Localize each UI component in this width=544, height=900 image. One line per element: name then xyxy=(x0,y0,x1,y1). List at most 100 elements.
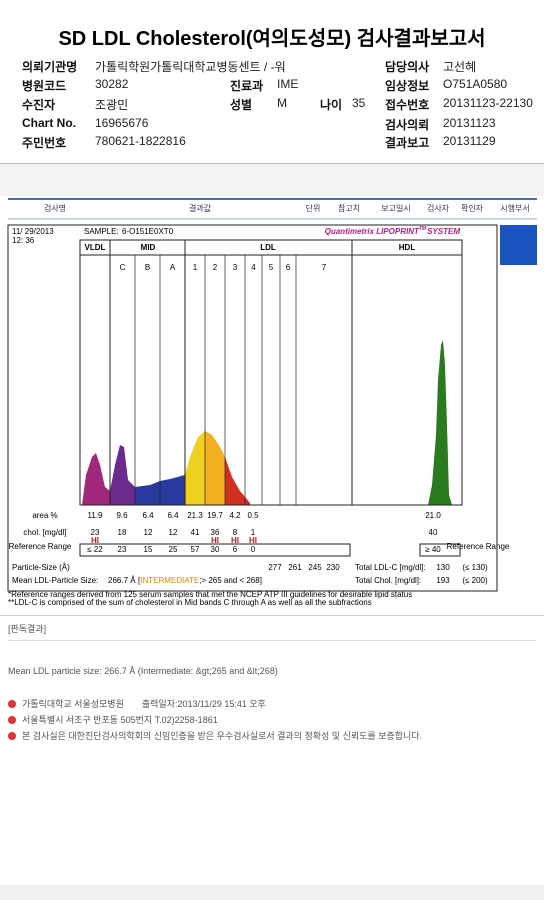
row-label: Particle-Size (Å) xyxy=(12,563,70,572)
area-value: 11.9 xyxy=(88,511,104,520)
chol-value: 1 xyxy=(251,528,256,537)
band-label: LDL xyxy=(260,243,276,252)
sample-id: 6-O151E0XT0 xyxy=(122,227,174,236)
row-label: chol. [mg/dl] xyxy=(23,528,66,537)
column-header: 보고일시 xyxy=(381,204,410,213)
printed-date: 출력일자:2013/11/29 15:41 오후 xyxy=(141,699,266,709)
chol-value: 40 xyxy=(429,528,438,537)
subband-label: 4 xyxy=(251,263,256,272)
info-value: 고선혜 xyxy=(443,60,477,74)
info-label: 결과보고 xyxy=(385,136,430,150)
info-value: 780621-1822816 xyxy=(95,134,186,148)
footer-line: 서울특별시 서초구 반포동 505번지 T.02)2258-1861 xyxy=(8,713,218,726)
info-value: 16965676 xyxy=(95,116,149,130)
divider xyxy=(0,615,544,616)
hospital: 가톨릭대학교 서울성모병원 xyxy=(22,699,124,709)
area-value: 4.2 xyxy=(229,511,241,520)
column-header: 단위 xyxy=(306,203,321,213)
subband-label: B xyxy=(145,263,150,272)
subband-label: 3 xyxy=(233,263,238,272)
chol-value: 12 xyxy=(144,528,153,537)
column-header: 결과값 xyxy=(189,203,212,213)
reference-value: ≤ 22 xyxy=(87,545,103,554)
total-label: Total Chol. [mg/dl]: xyxy=(355,576,421,585)
area-value: 19.7 xyxy=(207,511,223,520)
info-value: O751A0580 xyxy=(443,77,508,91)
total-range: (≤ 200) xyxy=(462,576,488,585)
footnote: *Reference ranges derived from 125 serum… xyxy=(8,590,412,599)
divider xyxy=(8,640,536,641)
area-value: 21.3 xyxy=(187,511,203,520)
result-heading: [판독결과] xyxy=(8,624,47,634)
info-label: Chart No. xyxy=(22,116,76,130)
column-header: 검사명 xyxy=(44,203,66,213)
area-value: 0.5 xyxy=(247,511,259,520)
subband-label: 2 xyxy=(213,263,218,272)
lipoprint-chart: 검사명 결과값 단위 참고치 보고일시 검사자 확인자 시행부서 11/ 29/201312: … xyxy=(7,198,537,607)
info-value: 20131129 xyxy=(443,134,496,148)
particle-value: 277 xyxy=(268,563,282,572)
hi-flag: HI xyxy=(249,536,257,545)
subband-label: 6 xyxy=(286,263,291,272)
column-header: 참고치 xyxy=(338,203,360,213)
column-header: 검사자 xyxy=(427,203,450,213)
footnote: **LDL-C is comprised of the sum of chole… xyxy=(8,598,372,607)
area-value: 21.0 xyxy=(425,511,441,520)
info-label: 주민번호 xyxy=(22,136,67,150)
reference-value: 57 xyxy=(191,545,200,554)
footer-line: 가톨릭대학교 서울성모병원 출력일자:2013/11/29 15:41 오후 xyxy=(8,697,266,710)
blue-box xyxy=(500,225,537,265)
mean-class-part: ;> 265 and < 268] xyxy=(199,576,262,585)
area-value: 9.6 xyxy=(116,511,128,520)
footer-line: 본 검사실은 대한진단검사의학회의 신임인증을 받은 우수검사실로서 결과의 정… xyxy=(8,729,422,742)
info-label: 진료과 xyxy=(230,79,264,93)
mean-class-part: [ xyxy=(138,576,141,585)
band-label: VLDL xyxy=(85,243,106,252)
info-value: 35 xyxy=(352,96,366,110)
band-label: MID xyxy=(141,243,156,252)
subband-label: A xyxy=(170,263,176,272)
bottom-band xyxy=(0,885,544,900)
total-value: 193 xyxy=(436,576,450,585)
total-range: (≤ 130) xyxy=(462,563,488,572)
info-value: IME xyxy=(277,77,299,91)
reference-value: 23 xyxy=(118,545,127,554)
area-value: 6.4 xyxy=(167,511,179,520)
chol-value: 23 xyxy=(91,528,100,537)
report-title: SD LDL Cholesterol(여의도성모) 검사결과보고서 xyxy=(58,28,486,50)
particle-value: 261 xyxy=(288,563,302,572)
info-label: 접수번호 xyxy=(385,98,430,112)
chol-value: 8 xyxy=(233,528,238,537)
row-label: Reference Range xyxy=(447,542,510,551)
info-value: 30282 xyxy=(95,77,129,91)
info-label: 검사의뢰 xyxy=(385,118,430,132)
mean-value: 266.7 Å xyxy=(108,576,136,585)
mean-class: [INTERMEDIATE;> 265 and < 268] xyxy=(138,576,262,585)
particle-value: 230 xyxy=(326,563,340,572)
band-label: HDL xyxy=(399,243,416,252)
subband-label: 5 xyxy=(269,263,274,272)
info-label: 수진자 xyxy=(22,98,56,112)
info-label: 성별 xyxy=(230,98,253,112)
info-label: 병원코드 xyxy=(22,79,67,93)
hi-flag: HI xyxy=(231,536,239,545)
reference-value: 15 xyxy=(144,545,153,554)
reference-value: 30 xyxy=(211,545,220,554)
chol-value: 12 xyxy=(169,528,178,537)
system-name: Quantimetrix LIPOPRINTTMSYSTEM xyxy=(325,226,461,236)
info-value: M xyxy=(277,96,287,110)
info-value: 20131123 xyxy=(443,116,496,130)
reference-value: ≥ 40 xyxy=(425,545,441,554)
row-label: Reference Range xyxy=(9,542,72,551)
info-value: 조광민 xyxy=(95,98,129,112)
sample-label: SAMPLE: xyxy=(84,227,119,236)
row-label: Mean LDL-Particle Size: xyxy=(12,576,98,585)
total-label: Total LDL-C [mg/dl]: xyxy=(355,563,426,572)
subband-label: 7 xyxy=(322,263,327,272)
system-suffix: SYSTEM xyxy=(427,227,460,236)
sample-date: 11/ 29/2013 xyxy=(12,227,54,236)
chol-value: 36 xyxy=(211,528,220,537)
column-header: 확인자 xyxy=(461,203,484,213)
column-header: 시행부서 xyxy=(500,203,529,213)
